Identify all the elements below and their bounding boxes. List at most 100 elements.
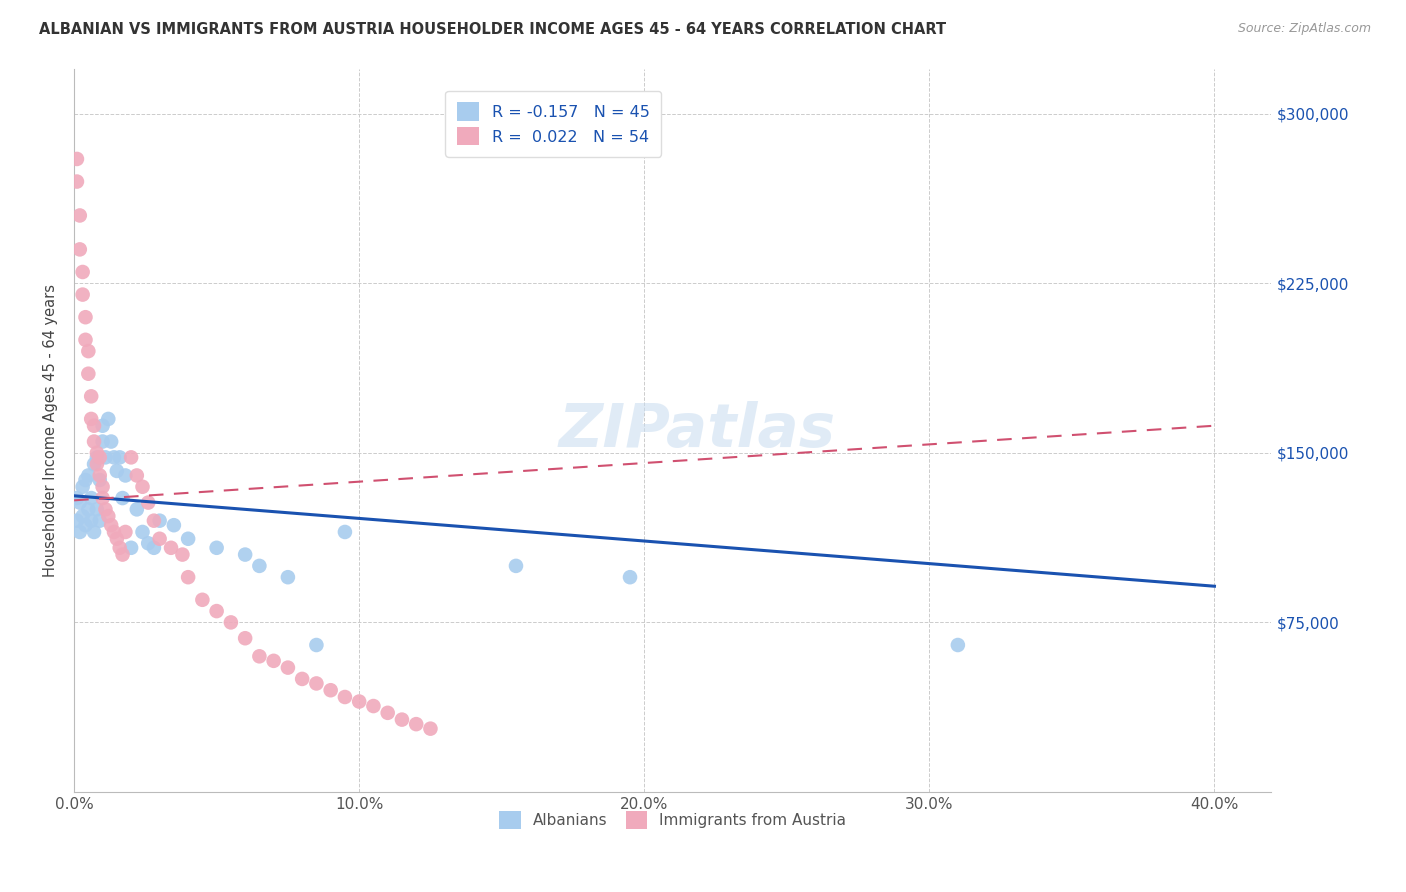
Point bbox=[91, 480, 114, 494]
Point bbox=[75, 310, 97, 325]
Point bbox=[103, 524, 125, 539]
Point bbox=[103, 450, 125, 465]
Y-axis label: Householder Income Ages 45 - 64 years: Householder Income Ages 45 - 64 years bbox=[44, 284, 58, 577]
Point bbox=[80, 389, 103, 403]
Point bbox=[105, 464, 128, 478]
Point bbox=[100, 434, 122, 449]
Point bbox=[333, 690, 356, 704]
Point bbox=[219, 615, 242, 630]
Point bbox=[347, 694, 370, 708]
Point bbox=[131, 524, 153, 539]
Point bbox=[77, 344, 100, 359]
Point bbox=[177, 532, 200, 546]
Point bbox=[89, 450, 111, 465]
Point bbox=[66, 152, 89, 166]
Point bbox=[91, 491, 114, 505]
Text: ALBANIAN VS IMMIGRANTS FROM AUSTRIA HOUSEHOLDER INCOME AGES 45 - 64 YEARS CORREL: ALBANIAN VS IMMIGRANTS FROM AUSTRIA HOUS… bbox=[39, 22, 946, 37]
Point bbox=[94, 502, 117, 516]
Point bbox=[75, 473, 97, 487]
Point bbox=[263, 654, 285, 668]
Point bbox=[100, 518, 122, 533]
Point bbox=[142, 514, 165, 528]
Point bbox=[205, 604, 228, 618]
Point bbox=[233, 632, 256, 646]
Point bbox=[80, 412, 103, 426]
Point bbox=[136, 495, 159, 509]
Point bbox=[247, 649, 270, 664]
Point bbox=[97, 412, 120, 426]
Point bbox=[66, 514, 89, 528]
Point bbox=[291, 672, 314, 686]
Point bbox=[114, 524, 136, 539]
Point bbox=[111, 491, 134, 505]
Point bbox=[77, 502, 100, 516]
Point bbox=[277, 660, 299, 674]
Point bbox=[83, 524, 105, 539]
Point bbox=[277, 570, 299, 584]
Point bbox=[72, 509, 94, 524]
Point bbox=[69, 209, 91, 223]
Point bbox=[105, 532, 128, 546]
Point bbox=[89, 514, 111, 528]
Point bbox=[72, 480, 94, 494]
Point bbox=[86, 502, 108, 516]
Point bbox=[319, 683, 342, 698]
Point bbox=[69, 495, 91, 509]
Point bbox=[142, 541, 165, 555]
Point bbox=[108, 450, 131, 465]
Point bbox=[363, 699, 385, 714]
Point bbox=[377, 706, 399, 720]
Point bbox=[83, 418, 105, 433]
Point bbox=[247, 558, 270, 573]
Point bbox=[91, 418, 114, 433]
Point bbox=[72, 287, 94, 301]
Point bbox=[233, 548, 256, 562]
Point bbox=[160, 541, 183, 555]
Point bbox=[120, 450, 142, 465]
Point bbox=[75, 518, 97, 533]
Point bbox=[136, 536, 159, 550]
Point bbox=[66, 491, 89, 505]
Point bbox=[163, 518, 186, 533]
Point bbox=[86, 450, 108, 465]
Point bbox=[205, 541, 228, 555]
Point bbox=[77, 468, 100, 483]
Point bbox=[86, 446, 108, 460]
Point bbox=[125, 468, 148, 483]
Point bbox=[111, 548, 134, 562]
Point bbox=[405, 717, 427, 731]
Point bbox=[191, 592, 214, 607]
Point bbox=[66, 175, 89, 189]
Point bbox=[86, 457, 108, 471]
Point bbox=[177, 570, 200, 584]
Point bbox=[97, 509, 120, 524]
Point bbox=[305, 638, 328, 652]
Point bbox=[80, 514, 103, 528]
Point bbox=[619, 570, 641, 584]
Point bbox=[77, 367, 100, 381]
Point bbox=[83, 434, 105, 449]
Point bbox=[391, 713, 413, 727]
Point bbox=[505, 558, 527, 573]
Text: Source: ZipAtlas.com: Source: ZipAtlas.com bbox=[1237, 22, 1371, 36]
Point bbox=[75, 333, 97, 347]
Point bbox=[72, 265, 94, 279]
Point bbox=[83, 457, 105, 471]
Legend: Albanians, Immigrants from Austria: Albanians, Immigrants from Austria bbox=[494, 805, 852, 835]
Point bbox=[305, 676, 328, 690]
Point bbox=[946, 638, 969, 652]
Point bbox=[419, 722, 441, 736]
Point bbox=[149, 532, 172, 546]
Point bbox=[131, 480, 153, 494]
Point bbox=[120, 541, 142, 555]
Point bbox=[125, 502, 148, 516]
Point bbox=[69, 524, 91, 539]
Point bbox=[89, 473, 111, 487]
Point bbox=[69, 243, 91, 257]
Point bbox=[172, 548, 194, 562]
Point bbox=[91, 434, 114, 449]
Point bbox=[333, 524, 356, 539]
Point bbox=[108, 541, 131, 555]
Point bbox=[80, 491, 103, 505]
Point bbox=[114, 468, 136, 483]
